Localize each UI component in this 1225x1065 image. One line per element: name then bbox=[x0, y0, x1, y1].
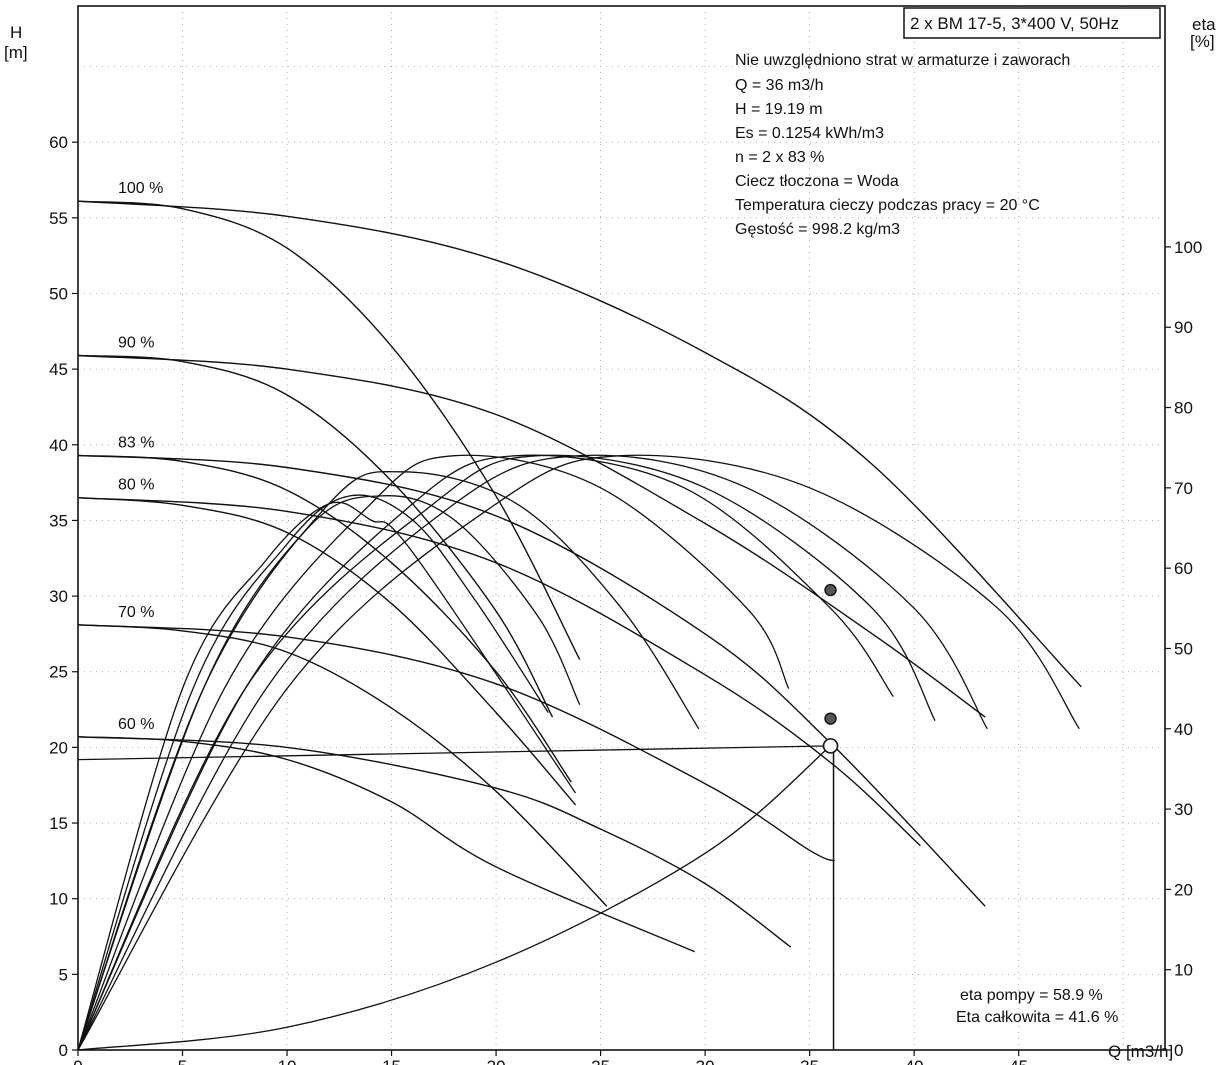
efficiency-curve bbox=[77, 501, 577, 1051]
speed-curve-two-pumps bbox=[77, 624, 835, 862]
chart-labels: 100 % 90 % 83 % 80 % 70 % 60 % bbox=[118, 180, 163, 733]
y-tick-label: 15 bbox=[49, 814, 68, 833]
info-line: Es = 0.1254 kWh/m3 bbox=[735, 125, 884, 142]
y2-tick-label: 80 bbox=[1174, 399, 1193, 418]
efficiency-curve bbox=[77, 495, 581, 1051]
duty-point-marker bbox=[824, 583, 837, 597]
efficiency-curve bbox=[77, 454, 1080, 1051]
speed-curve-one-pump bbox=[77, 736, 695, 953]
speed-curve-one-pump bbox=[77, 200, 581, 660]
eta-total-text: Eta całkowita = 41.6 % bbox=[956, 1009, 1118, 1026]
info-block: Nie uwzględniono strat w armaturze i zaw… bbox=[735, 52, 1070, 238]
chart-axes: 0 5 10 15 20 25 30 35 40 45 0 5 10 15 20 25 30 35 40 45 50 55… bbox=[49, 5, 1202, 1065]
title-box bbox=[903, 7, 1161, 39]
y-tick-label: 55 bbox=[49, 209, 68, 228]
y2-tick-label: 20 bbox=[1174, 880, 1193, 899]
efficiency-curve bbox=[77, 454, 936, 1051]
y2-axis-unit: [%] bbox=[1190, 32, 1215, 51]
efficiency-curve bbox=[77, 454, 988, 1051]
speed-curve-one-pump bbox=[77, 497, 577, 806]
operating-head-line bbox=[77, 745, 831, 761]
speed-curve-two-pumps bbox=[77, 497, 921, 847]
speed-curve-two-pumps bbox=[77, 454, 986, 907]
y2-axis-title: eta bbox=[1192, 15, 1216, 34]
x-tick-label: 15 bbox=[382, 1057, 401, 1065]
eta-pump-text: eta pompy = 58.9 % bbox=[960, 987, 1103, 1004]
x-tick-label: 30 bbox=[696, 1057, 715, 1065]
x-axis-title: Q [m3/h] bbox=[1108, 1042, 1173, 1061]
info-line: Gęstość = 998.2 kg/m3 bbox=[735, 221, 900, 238]
x-tick-label: 0 bbox=[73, 1057, 82, 1065]
speed-curve-label: 90 % bbox=[118, 335, 154, 352]
info-line: Temperatura cieczy podczas pracy = 20 °C bbox=[735, 197, 1040, 214]
speed-curve-one-pump bbox=[77, 354, 554, 718]
efficiency-summary: eta pompy = 58.9 % Eta całkowita = 41.6 … bbox=[956, 987, 1118, 1026]
y2-tick-label: 60 bbox=[1174, 559, 1193, 578]
y-tick-label: 30 bbox=[49, 587, 68, 606]
speed-curve-label: 100 % bbox=[118, 180, 163, 197]
speed-curve-label: 60 % bbox=[118, 716, 154, 733]
speed-curve-one-pump bbox=[77, 624, 608, 907]
info-line: n = 2 x 83 % bbox=[735, 149, 824, 166]
y-tick-label: 50 bbox=[49, 284, 68, 303]
y-tick-label: 5 bbox=[59, 965, 68, 984]
efficiency-curve bbox=[77, 471, 700, 1051]
y-tick-label: 25 bbox=[49, 663, 68, 682]
y2-tick-label: 10 bbox=[1174, 961, 1193, 980]
x-tick-label: 40 bbox=[905, 1057, 924, 1065]
x-tick-label: 20 bbox=[487, 1057, 506, 1065]
chart-grid bbox=[78, 6, 1165, 1050]
chart-curves bbox=[77, 200, 1082, 1051]
x-tick-label: 25 bbox=[591, 1057, 610, 1065]
y2-tick-label: 50 bbox=[1174, 639, 1193, 658]
y-axis-title: H bbox=[10, 23, 22, 42]
speed-curve-label: 70 % bbox=[118, 604, 154, 621]
y2-tick-label: 90 bbox=[1174, 318, 1193, 337]
y2-tick-label: 40 bbox=[1174, 720, 1193, 739]
info-line: Q = 36 m3/h bbox=[735, 77, 824, 94]
chart-title: 2 x BM 17-5, 3*400 V, 50Hz bbox=[910, 14, 1119, 33]
info-line: Ciecz tłoczona = Woda bbox=[735, 173, 899, 190]
info-line: H = 19.19 m bbox=[735, 101, 823, 118]
y-tick-label: 45 bbox=[49, 360, 68, 379]
y-tick-label: 35 bbox=[49, 511, 68, 530]
plot-frame bbox=[77, 5, 1166, 1051]
x-tick-label: 45 bbox=[1009, 1057, 1028, 1065]
efficiency-curve bbox=[77, 454, 894, 1051]
y-axis-unit: [m] bbox=[4, 43, 28, 62]
speed-curve-one-pump bbox=[77, 454, 572, 783]
system-curve bbox=[77, 745, 831, 1051]
info-line: Nie uwzględniono strat w armaturze i zaw… bbox=[735, 52, 1070, 69]
x-tick-label: 10 bbox=[278, 1057, 297, 1065]
efficiency-curve bbox=[77, 494, 549, 1051]
speed-curve-label: 80 % bbox=[118, 477, 154, 494]
y2-tick-label: 100 bbox=[1174, 238, 1202, 257]
y-tick-label: 40 bbox=[49, 436, 68, 455]
x-tick-label: 5 bbox=[178, 1057, 187, 1065]
y-tick-label: 0 bbox=[59, 1041, 68, 1060]
x-tick-label: 35 bbox=[800, 1057, 819, 1065]
y-tick-label: 20 bbox=[49, 738, 68, 757]
y2-tick-label: 70 bbox=[1174, 479, 1193, 498]
operating-point-marker bbox=[822, 738, 839, 754]
y2-tick-label: 0 bbox=[1174, 1041, 1183, 1060]
speed-curve-two-pumps bbox=[77, 736, 792, 948]
efficiency-curve bbox=[77, 454, 790, 1051]
speed-curve-two-pumps bbox=[77, 200, 1082, 688]
duty-point-marker bbox=[824, 712, 837, 725]
speed-curve-two-pumps bbox=[77, 354, 986, 718]
y2-tick-label: 30 bbox=[1174, 800, 1193, 819]
y-tick-label: 10 bbox=[49, 890, 68, 909]
y-tick-label: 60 bbox=[49, 133, 68, 152]
speed-curve-label: 83 % bbox=[118, 434, 154, 451]
